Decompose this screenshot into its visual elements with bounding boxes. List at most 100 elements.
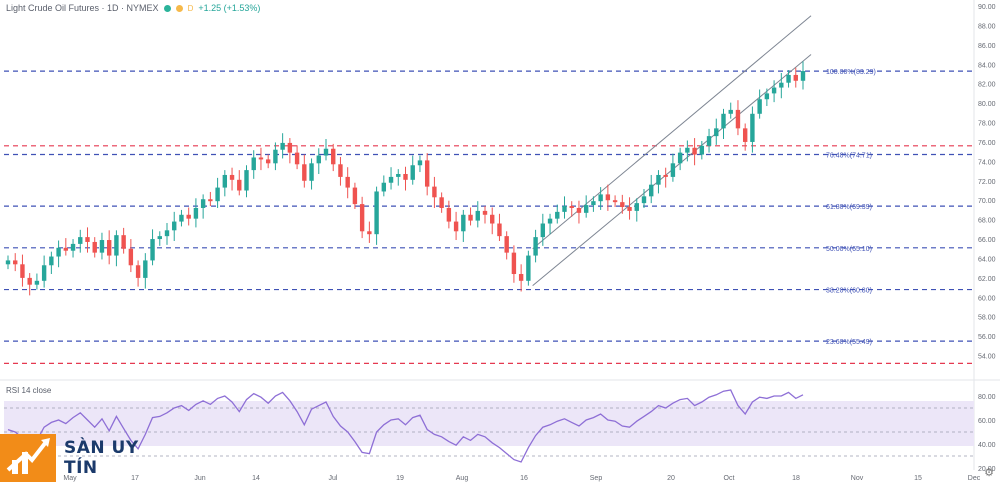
candle-body: [27, 277, 32, 285]
candle-body: [649, 184, 654, 197]
candle-body: [490, 214, 495, 224]
candle-body: [800, 71, 806, 81]
price-tick-label: 64.00: [978, 256, 996, 263]
candle-body: [56, 247, 61, 257]
candle-body: [432, 186, 437, 198]
candle-body: [670, 163, 676, 177]
time-tick-label: 16: [520, 475, 528, 482]
candle-body: [591, 201, 596, 206]
candle-body: [200, 199, 206, 208]
settings-gear-icon[interactable]: ⚙: [984, 467, 994, 479]
price-tick-label: 62.00: [978, 276, 996, 283]
candle-body: [331, 148, 336, 165]
candle-body: [179, 214, 184, 222]
price-tick-label: 88.00: [978, 23, 996, 30]
candle-body: [641, 196, 647, 204]
candle-body: [251, 157, 256, 171]
candle-body: [128, 248, 134, 266]
candle-body: [735, 109, 741, 129]
time-tick-label: Jul: [329, 475, 338, 482]
candle-body: [410, 165, 415, 180]
candle-body: [316, 155, 321, 164]
candle-body: [338, 164, 343, 177]
fib-level-label: 76.40%(74.71): [826, 152, 872, 159]
rsi-line: [7, 389, 804, 463]
time-tick-label: 15: [914, 475, 922, 482]
candle-body: [728, 109, 733, 114]
candle-body: [172, 221, 177, 231]
candle-body: [352, 187, 358, 205]
candle-body: [150, 239, 155, 261]
candle-body: [222, 174, 228, 188]
time-tick-label: 17: [131, 475, 139, 482]
candle-body: [49, 256, 54, 266]
candle-body: [63, 247, 69, 251]
chart-header: Light Crude Oil Futures · 1D · NYMEX D +…: [6, 3, 260, 13]
candle-body: [699, 145, 705, 155]
rsi-tick-label: 40.00: [978, 442, 996, 449]
candle-body: [583, 205, 589, 213]
time-tick-label: Dec: [968, 475, 981, 482]
fib-level-label: 50.00%(65.10): [826, 246, 872, 253]
time-tick-label: Oct: [724, 475, 735, 482]
candle-body: [764, 93, 770, 100]
fib-level-label: 61.80%(69.39): [826, 204, 872, 211]
candle-body: [41, 265, 47, 281]
price-tick-label: 82.00: [978, 82, 996, 89]
rsi-label: RSI 14 close: [6, 386, 52, 395]
market-dot-icon: [175, 4, 183, 12]
candle-body: [5, 260, 11, 265]
candle-body: [461, 214, 466, 232]
candle-body: [294, 152, 300, 165]
candle-body: [750, 113, 755, 142]
candle-body: [215, 187, 220, 202]
price-tick-label: 76.00: [978, 140, 996, 147]
chart-title: Light Crude Oil Futures · 1D · NYMEX: [6, 3, 159, 13]
candle-body: [757, 99, 762, 114]
time-tick-label: 20: [667, 475, 675, 482]
price-tick-label: 58.00: [978, 315, 996, 322]
price-change: +1.25 (+1.53%): [198, 3, 261, 13]
candle-body: [367, 231, 372, 235]
candle-body: [193, 207, 199, 219]
time-tick-label: 14: [252, 475, 260, 482]
candle-body: [779, 82, 784, 88]
candle-body: [497, 223, 502, 237]
price-tick-label: 86.00: [978, 43, 996, 50]
candle-body: [526, 255, 531, 281]
rsi-tick-label: 20.00: [978, 466, 996, 473]
candle-body: [381, 182, 387, 192]
candle-body: [540, 223, 546, 238]
candle-body: [403, 173, 408, 180]
price-tick-label: 74.00: [978, 159, 996, 166]
candle-body: [20, 264, 25, 278]
candle-body: [627, 207, 632, 211]
candle-body: [273, 149, 278, 164]
live-label: D: [187, 3, 194, 13]
candle-body: [99, 240, 105, 253]
brand-badge: SÀN UY TÍN: [0, 432, 175, 483]
candle-body: [114, 235, 119, 256]
fib-level-label: 38.20%(60.80): [826, 288, 872, 295]
price-tick-label: 56.00: [978, 334, 996, 341]
candle-body: [663, 174, 668, 177]
candle-body: [692, 147, 697, 155]
candle-body: [706, 136, 712, 146]
candle-body: [309, 163, 314, 181]
candle-body: [396, 173, 401, 177]
candle-body: [793, 74, 798, 81]
candle-body: [518, 274, 524, 281]
candle-body: [786, 74, 791, 83]
brand-name: SÀN UY TÍN: [64, 437, 139, 478]
price-tick-label: 72.00: [978, 179, 996, 186]
candle-body: [70, 243, 76, 251]
rsi-tick-label: 80.00: [978, 394, 996, 401]
candle-body: [605, 194, 611, 201]
candle-body: [106, 240, 112, 256]
candle-body: [504, 236, 509, 253]
candle-body: [323, 148, 329, 156]
candle-body: [439, 197, 444, 208]
candle-body: [135, 265, 141, 278]
candle-body: [359, 204, 365, 232]
